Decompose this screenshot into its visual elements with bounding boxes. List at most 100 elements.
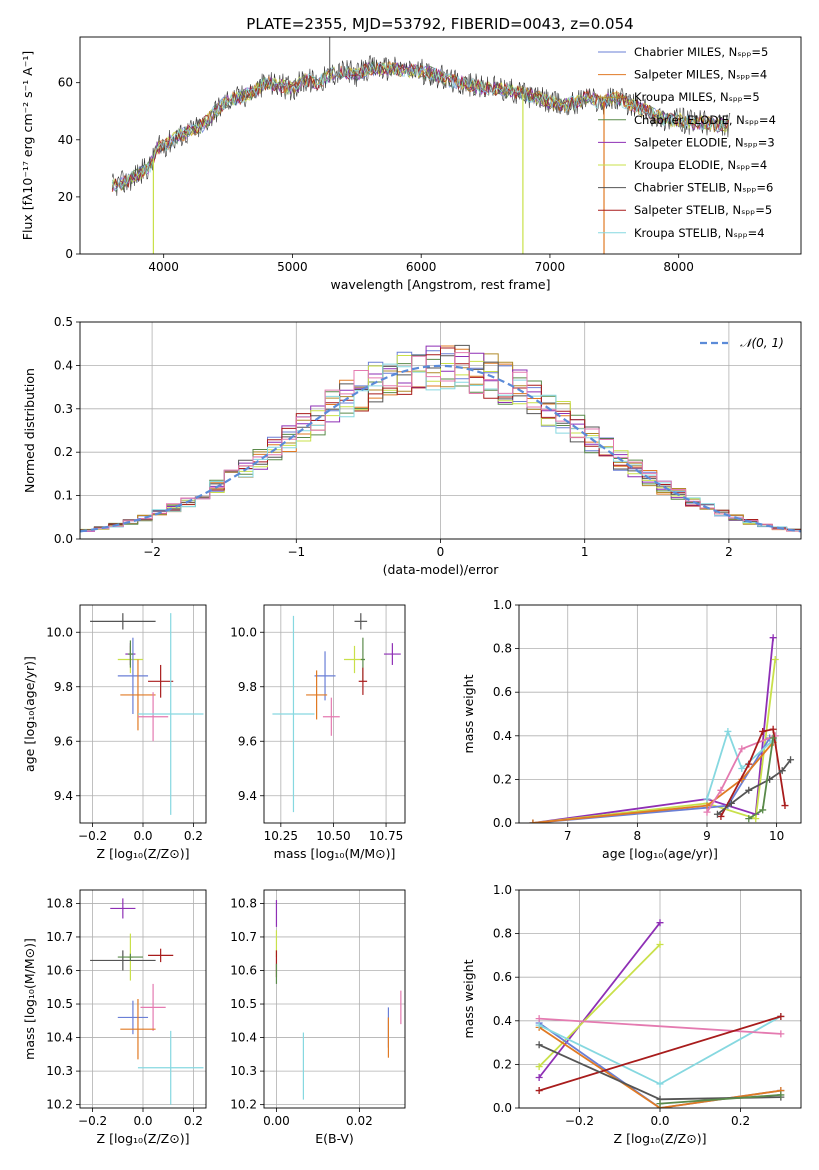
mass-weight-marker: [656, 919, 664, 927]
axes-frame: [263, 604, 406, 824]
y-tick-label: 9.8: [238, 680, 257, 694]
y-tick-label: 0.6: [493, 685, 512, 699]
legend-label: Salpeter ELODIE, Nₛₚₚ=3: [634, 135, 775, 149]
legend-label: 𝒩(0, 1): [740, 336, 784, 350]
y-axis-label: age [log₁₀(age/yr)]: [22, 656, 37, 772]
mass-weight-marker: [769, 734, 777, 742]
y-tick-label: 9.8: [54, 680, 73, 694]
x-tick-label: 1: [581, 545, 589, 559]
y-tick-label: 10.5: [230, 997, 257, 1011]
y-tick-label: 10.8: [46, 896, 73, 910]
legend-label: Salpeter STELIB, Nₛₚₚ=5: [634, 203, 772, 217]
mass-weight-marker: [535, 1063, 543, 1071]
mass-weight-line: [539, 1017, 781, 1035]
mass-weight-marker: [777, 1012, 785, 1020]
y-tick-label: 40: [58, 133, 73, 147]
y-axis-label: Flux [fλ10⁻¹⁷ erg cm⁻² s⁻¹ A⁻¹]: [20, 51, 35, 240]
plot-area: [535, 919, 785, 1108]
mass-weight-marker: [535, 1073, 543, 1081]
mass-weight-marker: [529, 819, 537, 823]
model-spectrum-kroupa_stelib: [111, 62, 729, 191]
axes-frame: [263, 889, 406, 1109]
mass-weight-marker: [703, 795, 711, 803]
mass-weight-marker: [724, 727, 732, 735]
panel-1: 4000 5000 6000 7000 8000 0 20 40 60 wavelength [A…: [20, 36, 802, 292]
y-tick-label: 0.5: [54, 315, 73, 329]
x-tick-label: 7: [564, 829, 572, 843]
x-tick-label: −0.2: [78, 829, 107, 843]
mass-weight-marker: [769, 634, 777, 642]
figure-title: PLATE=2355, MJD=53792, FIBERID=0043, z=0…: [246, 15, 633, 33]
mass-weight-marker: [738, 745, 746, 753]
y-tick-label: 10.7: [230, 930, 257, 944]
mass-weight-line: [538, 1015, 782, 1092]
plot-area: [111, 37, 731, 254]
y-tick-label: 10.0: [46, 625, 73, 639]
panel-6: −0.2 0.0 0.2 10.2 10.3 10.4 10.5 10.6 10.7 10.8 Z …: [22, 889, 207, 1146]
mass-weight-marker: [745, 815, 753, 823]
y-tick-label: 9.6: [238, 734, 257, 748]
x-tick-label: 0.2: [731, 1114, 750, 1128]
mass-weight-marker: [703, 802, 711, 810]
y-tick-label: 0.0: [493, 816, 512, 830]
y-tick-label: 0.0: [493, 1101, 512, 1115]
mass-weight-marker: [745, 760, 753, 768]
x-axis-label: Z [log₁₀(Z/Z⊙)]: [97, 846, 190, 861]
panel-3: −0.2 0.0 0.2 9.4 9.6 9.8 10.0 Z [log₁₀(Z/Z⊙)] ag…: [22, 604, 207, 861]
mass-weight-marker: [771, 656, 779, 663]
x-axis-label: mass [log₁₀(M/M⊙)]: [274, 846, 396, 861]
mass-weight-marker: [745, 786, 753, 794]
x-tick-label: 7000: [535, 260, 566, 274]
axes-frame: [79, 36, 802, 255]
x-tick-label: 10.75: [369, 829, 403, 843]
mass-weight-marker: [769, 725, 777, 733]
legend-label: Kroupa MILES, Nₛₚₚ=5: [634, 90, 760, 104]
x-tick-label: 0.2: [184, 829, 203, 843]
y-tick-label: 10.2: [230, 1098, 257, 1112]
residual-histogram: [80, 352, 801, 532]
y-tick-label: 10.3: [230, 1064, 257, 1078]
x-axis-label: (data-model)/error: [383, 562, 500, 577]
plot-area: [529, 634, 795, 823]
y-tick-label: 20: [58, 190, 73, 204]
mass-weight-marker: [713, 810, 721, 818]
y-tick-label: 10.6: [230, 963, 257, 977]
x-axis-label: Z [log₁₀(Z/Z⊙)]: [97, 1131, 190, 1146]
y-tick-label: 1.0: [493, 598, 512, 612]
x-tick-label: −0.2: [565, 1114, 594, 1128]
plot-area: [272, 613, 401, 813]
mass-weight-marker: [656, 1100, 664, 1108]
model-spectrum-kroupa_miles: [111, 62, 729, 192]
axes-frame: [79, 321, 802, 540]
x-tick-label: 6000: [406, 260, 437, 274]
y-tick-label: 10.4: [230, 1031, 257, 1045]
plot-area: [275, 900, 402, 1100]
mass-weight-line: [532, 637, 774, 823]
y-tick-label: 0.4: [493, 729, 512, 743]
y-tick-label: 10.5: [46, 997, 73, 1011]
x-tick-label: 0.0: [133, 1114, 152, 1128]
gaussian-curve: [80, 364, 801, 533]
x-tick-label: 0: [437, 545, 445, 559]
x-axis-label: Z [log₁₀(Z/Z⊙)]: [614, 1131, 707, 1146]
mass-weight-marker: [703, 808, 711, 816]
y-tick-label: 9.4: [238, 789, 257, 803]
x-tick-label: 0.2: [184, 1114, 203, 1128]
legend-label: Chabrier MILES, Nₛₚₚ=5: [634, 45, 768, 59]
axes-frame: [518, 604, 802, 824]
axes-frame: [79, 604, 207, 824]
mass-weight-line: [716, 759, 792, 816]
mass-weight-marker: [787, 756, 795, 764]
legend-label: Salpeter MILES, Nₛₚₚ=4: [634, 68, 767, 82]
legend-label: Kroupa ELODIE, Nₛₚₚ=4: [634, 158, 767, 172]
x-axis-label: age [log₁₀(age/yr)]: [602, 846, 718, 861]
y-tick-label: 10.8: [230, 896, 257, 910]
y-tick-label: 10.6: [46, 963, 73, 977]
y-tick-label: 0.2: [54, 445, 73, 459]
panel-8: −0.2 0.0 0.2 0.0 0.2 0.4 0.6 0.8 1.0 Z [log₁₀(Z/Z…: [461, 883, 802, 1146]
y-tick-label: 9.6: [54, 734, 73, 748]
y-tick-label: 10.3: [46, 1064, 73, 1078]
y-axis-label: mass [log₁₀(M/M⊙)]: [22, 938, 37, 1060]
y-tick-label: 0.1: [54, 489, 73, 503]
